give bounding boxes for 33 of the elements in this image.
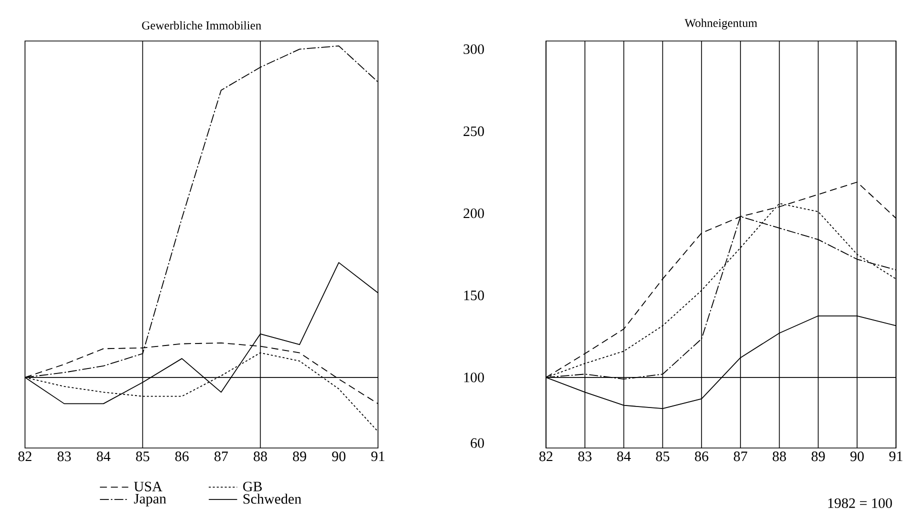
- x-tick-label: 85: [136, 452, 150, 462]
- legend-label: Schweden: [244, 494, 302, 504]
- x-tick-label: 90: [850, 452, 864, 462]
- x-tick-label: 82: [18, 452, 32, 462]
- chart-title: Gewerbliche Immobilien: [142, 21, 262, 30]
- x-tick-label: 83: [58, 452, 71, 462]
- legend-label: Japan: [134, 494, 166, 506]
- chart-title: Wohneigentum: [684, 18, 758, 30]
- x-tick-label: 82: [539, 452, 552, 462]
- x-tick-label: 85: [656, 452, 670, 462]
- y-tick-label: 150: [464, 290, 484, 300]
- text: 1982 = 100: [828, 498, 892, 508]
- x-tick-label: 91: [889, 452, 902, 462]
- x-tick-label: 83: [578, 452, 592, 462]
- y-tick-label: 300: [464, 44, 484, 54]
- x-tick-label: 88: [772, 452, 786, 462]
- legend-label: USA: [134, 482, 162, 492]
- x-tick-label: 90: [332, 452, 346, 462]
- x-tick-label: 84: [617, 452, 631, 462]
- x-tick-label: 87: [734, 452, 748, 462]
- x-tick-label: 84: [96, 452, 110, 462]
- x-tick-label: 87: [214, 452, 228, 462]
- legend-label: GB: [243, 482, 262, 492]
- x-tick-label: 89: [292, 452, 306, 462]
- x-tick-label: 88: [254, 452, 267, 462]
- x-tick-label: 86: [694, 452, 708, 462]
- y-tick-label: 200: [464, 208, 484, 218]
- x-tick-label: 86: [175, 452, 189, 462]
- y-tick-label: 250: [464, 126, 484, 136]
- x-tick-label: 91: [371, 452, 384, 462]
- y-tick-label: 100: [464, 372, 484, 382]
- y-tick-label: 60: [470, 438, 484, 448]
- x-tick-label: 89: [812, 452, 825, 462]
